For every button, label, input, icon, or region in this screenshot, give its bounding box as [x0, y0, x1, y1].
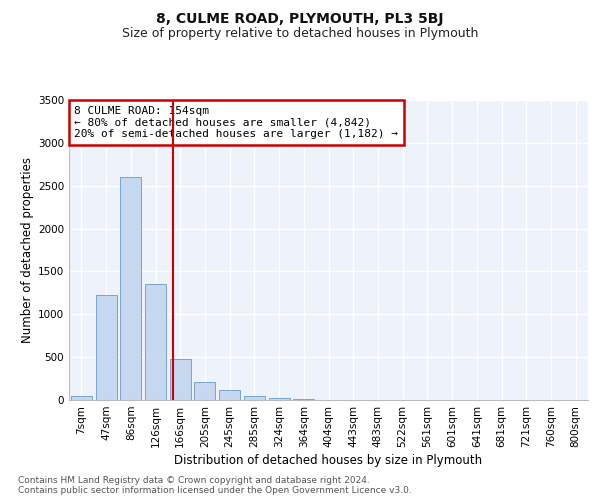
Bar: [170, 359, 191, 400]
Bar: [120, 177, 141, 400]
Bar: [95, 296, 116, 400]
Bar: [219, 390, 240, 400]
Text: Size of property relative to detached houses in Plymouth: Size of property relative to detached ho…: [122, 28, 478, 40]
Text: 8 CULME ROAD: 154sqm
← 80% of detached houses are smaller (4,842)
20% of semi-de: 8 CULME ROAD: 154sqm ← 80% of detached h…: [74, 106, 398, 139]
Text: Contains public sector information licensed under the Open Government Licence v3: Contains public sector information licen…: [18, 486, 412, 495]
Bar: [71, 396, 92, 400]
Text: Contains HM Land Registry data © Crown copyright and database right 2024.: Contains HM Land Registry data © Crown c…: [18, 476, 370, 485]
Bar: [194, 382, 215, 400]
Text: 8, CULME ROAD, PLYMOUTH, PL3 5BJ: 8, CULME ROAD, PLYMOUTH, PL3 5BJ: [156, 12, 444, 26]
Bar: [269, 398, 290, 400]
Bar: [244, 396, 265, 400]
X-axis label: Distribution of detached houses by size in Plymouth: Distribution of detached houses by size …: [175, 454, 482, 467]
Y-axis label: Number of detached properties: Number of detached properties: [21, 157, 34, 343]
Bar: [145, 284, 166, 400]
